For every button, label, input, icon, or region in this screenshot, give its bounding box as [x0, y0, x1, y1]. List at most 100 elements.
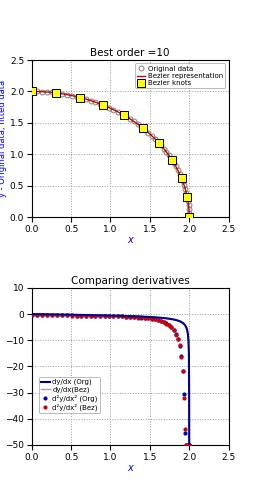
dy/dx(Bez)	[188, 392, 191, 398]
Bezier knots	[55, 90, 58, 96]
dy/dx(Bez)	[75, 312, 78, 318]
dy/dx (Org)	[153, 314, 156, 320]
dy/dx(Bez)	[103, 312, 106, 318]
Original data	[178, 170, 181, 176]
d²y/dx² (Org)	[186, 442, 189, 448]
Original data	[184, 186, 187, 192]
Line: d²y/dx² (Org): d²y/dx² (Org)	[29, 312, 192, 448]
dy/dx(Bez)	[112, 312, 115, 318]
dy/dx (Org)	[94, 312, 97, 318]
d²y/dx² (Bez)	[165, 321, 168, 327]
dy/dx(Bez)	[89, 312, 92, 318]
dy/dx(Bez)	[132, 314, 135, 320]
Original data	[40, 88, 43, 94]
Line: d²y/dx² (Bez): d²y/dx² (Bez)	[29, 312, 192, 448]
Bezier representation	[186, 196, 189, 202]
dy/dx (Org)	[176, 318, 179, 324]
d²y/dx² (Bez)	[107, 313, 110, 319]
X-axis label: x: x	[127, 235, 133, 245]
d²y/dx² (Bez)	[186, 442, 189, 448]
dy/dx(Bez)	[170, 316, 173, 322]
d²y/dx² (Bez)	[187, 442, 190, 448]
d²y/dx² (Org)	[181, 368, 184, 374]
dy/dx(Bez)	[147, 314, 150, 320]
dy/dx (Org)	[184, 322, 187, 328]
d²y/dx² (Bez)	[132, 314, 135, 320]
Original data	[156, 139, 160, 145]
d²y/dx² (Bez)	[35, 312, 38, 318]
Original data	[107, 104, 110, 110]
d²y/dx² (Org)	[80, 312, 83, 318]
d²y/dx² (Bez)	[94, 312, 97, 318]
dy/dx(Bez)	[124, 313, 128, 319]
d²y/dx² (Org)	[116, 314, 119, 320]
Bezier knots	[79, 94, 82, 100]
d²y/dx² (Bez)	[99, 313, 102, 319]
d²y/dx² (Org)	[140, 314, 143, 320]
dy/dx (Org)	[120, 313, 123, 319]
d²y/dx² (Org)	[153, 316, 156, 322]
dy/dx (Org)	[160, 315, 163, 321]
dy/dx(Bez)	[174, 317, 177, 323]
d²y/dx² (Bez)	[70, 312, 73, 318]
dy/dx(Bez)	[70, 312, 73, 318]
Original data	[112, 106, 115, 112]
d²y/dx² (Org)	[112, 313, 115, 319]
d²y/dx² (Bez)	[183, 395, 186, 401]
dy/dx (Org)	[124, 313, 128, 319]
d²y/dx² (Bez)	[172, 326, 175, 332]
Original data	[181, 178, 184, 184]
Line: dy/dx(Bez): dy/dx(Bez)	[32, 314, 189, 445]
d²y/dx² (Bez)	[116, 314, 119, 320]
dy/dx(Bez)	[136, 314, 139, 320]
dy/dx(Bez)	[140, 314, 143, 320]
dy/dx (Org)	[187, 338, 190, 344]
Bezier knots	[102, 102, 105, 108]
dy/dx(Bez)	[107, 312, 110, 318]
Original data	[143, 126, 146, 132]
Original data	[89, 98, 92, 103]
Bezier knots	[186, 194, 189, 200]
d²y/dx² (Bez)	[184, 426, 187, 432]
dy/dx(Bez)	[80, 312, 83, 318]
Line: dy/dx (Org): dy/dx (Org)	[32, 314, 189, 445]
d²y/dx² (Org)	[103, 313, 106, 319]
Original data	[120, 111, 123, 117]
Original data	[45, 89, 49, 95]
d²y/dx² (Org)	[40, 312, 43, 318]
Original data	[60, 90, 64, 96]
dy/dx (Org)	[178, 318, 181, 324]
dy/dx (Org)	[150, 314, 153, 320]
dy/dx (Org)	[60, 312, 64, 318]
Original data	[132, 118, 135, 124]
d²y/dx² (Bez)	[147, 316, 150, 322]
dy/dx(Bez)	[45, 311, 49, 317]
Original data	[103, 102, 106, 108]
Bezier representation	[188, 214, 191, 220]
d²y/dx² (Org)	[183, 392, 186, 398]
Original data	[172, 160, 175, 166]
dy/dx (Org)	[103, 312, 106, 318]
Bezier representation	[156, 139, 160, 145]
dy/dx (Org)	[45, 312, 49, 318]
Original data	[170, 156, 173, 162]
d²y/dx² (Bez)	[80, 312, 83, 318]
dy/dx(Bez)	[162, 315, 165, 321]
Original data	[55, 90, 58, 96]
d²y/dx² (Bez)	[60, 312, 64, 318]
Original data	[153, 136, 156, 142]
Original data	[185, 190, 188, 196]
dy/dx(Bez)	[186, 328, 189, 334]
d²y/dx² (Bez)	[180, 354, 183, 360]
d²y/dx² (Org)	[176, 336, 179, 342]
dy/dx(Bez)	[85, 312, 88, 318]
Bezier representation	[159, 142, 162, 148]
dy/dx (Org)	[116, 313, 119, 319]
dy/dx (Org)	[188, 392, 191, 398]
Original data	[99, 101, 102, 107]
d²y/dx² (Bez)	[188, 442, 191, 448]
d²y/dx² (Bez)	[124, 314, 128, 320]
d²y/dx² (Bez)	[103, 313, 106, 319]
d²y/dx² (Bez)	[162, 320, 165, 326]
d²y/dx² (Org)	[136, 314, 139, 320]
